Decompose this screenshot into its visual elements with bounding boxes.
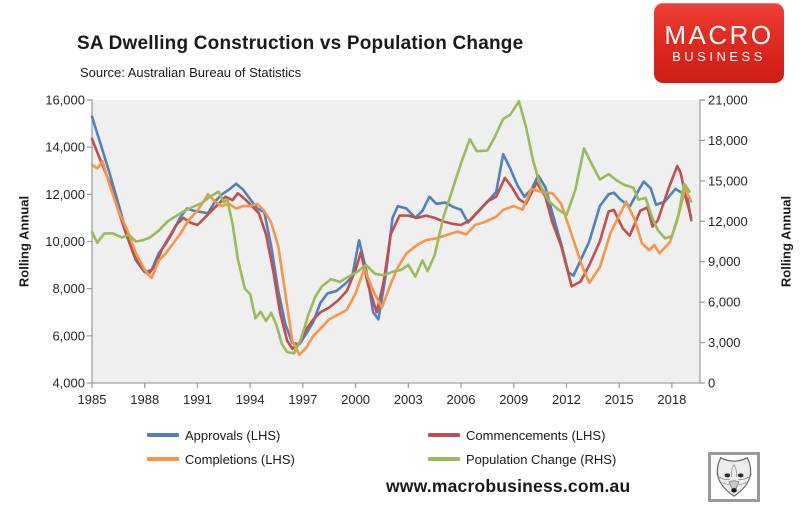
legend-item-commencements: Commencements (LHS) [428,427,605,443]
logo-macro-text: MACRO [664,20,774,50]
series-line-commencements-lhs [90,137,693,351]
left-axis-tick-label: 4,000 [52,376,85,391]
source-note: Source: Australian Bureau of Statistics [80,65,302,80]
left-axis-tick-label: 14,000 [45,140,85,155]
wolf-face-icon [716,457,752,497]
x-axis-tick-label: 2009 [499,392,528,407]
right-axis-tick-label: 6,000 [708,295,741,310]
legend-label: Approvals (LHS) [185,427,281,443]
x-axis-tick-label: 1997 [288,392,317,407]
left-axis-tick-label: 12,000 [45,187,85,202]
legend-item-completions: Completions (LHS) [147,451,295,467]
commencements-line-swatch [428,433,460,437]
right-axis-tick-label: 9,000 [708,254,741,269]
logo-business-text: BUSINESS [672,49,766,64]
legend-item-population-change: Population Change (RHS) [428,451,616,467]
right-axis-tick-label: 12,000 [708,214,748,229]
x-axis-tick-label: 2012 [552,392,581,407]
right-axis-tick-label: 18,000 [708,133,748,148]
website-url[interactable]: www.macrobusiness.com.au [386,476,631,496]
legend-label: Completions (LHS) [185,451,295,467]
right-axis-tick-label: 21,000 [708,93,748,108]
approvals-line-swatch [147,433,179,437]
x-axis-tick-label: 2003 [394,392,423,407]
left-axis-title: Rolling Annual [16,195,32,288]
x-axis-tick-label: 2006 [447,392,476,407]
macrobusiness-logo: MACRO BUSINESS [654,3,784,83]
left-axis-tick-label: 8,000 [52,281,85,296]
legend-label: Population Change (RHS) [466,451,617,467]
x-axis-tick-label: 2000 [341,392,370,407]
right-axis-tick-label: 3,000 [708,335,741,350]
series-line-population-change-rhs [90,100,691,355]
right-axis-title: Rolling Annual [778,195,794,288]
x-axis-tick-label: 2015 [605,392,634,407]
left-axis-tick-label: 10,000 [45,234,85,249]
legend-label: Commencements (LHS) [466,427,606,443]
x-axis-tick-label: 1994 [236,392,265,407]
x-axis-tick-label: 1988 [130,392,159,407]
page-title: SA Dwelling Construction vs Population C… [77,33,524,54]
population-change-line-swatch [428,457,460,461]
wolf-logo [708,452,760,502]
x-axis-tick-label: 1991 [183,392,212,407]
right-axis-tick-label: 15,000 [708,173,748,188]
completions-line-swatch [147,457,179,461]
left-axis-tick-label: 6,000 [52,328,85,343]
x-axis-tick-label: 1985 [78,392,107,407]
right-axis-tick-label: 0 [708,376,715,391]
series-line-completions-lhs [90,160,693,357]
x-axis-tick-label: 2018 [657,392,686,407]
legend-item-approvals: Approvals (LHS) [147,427,280,443]
left-axis-tick-label: 16,000 [45,93,85,108]
